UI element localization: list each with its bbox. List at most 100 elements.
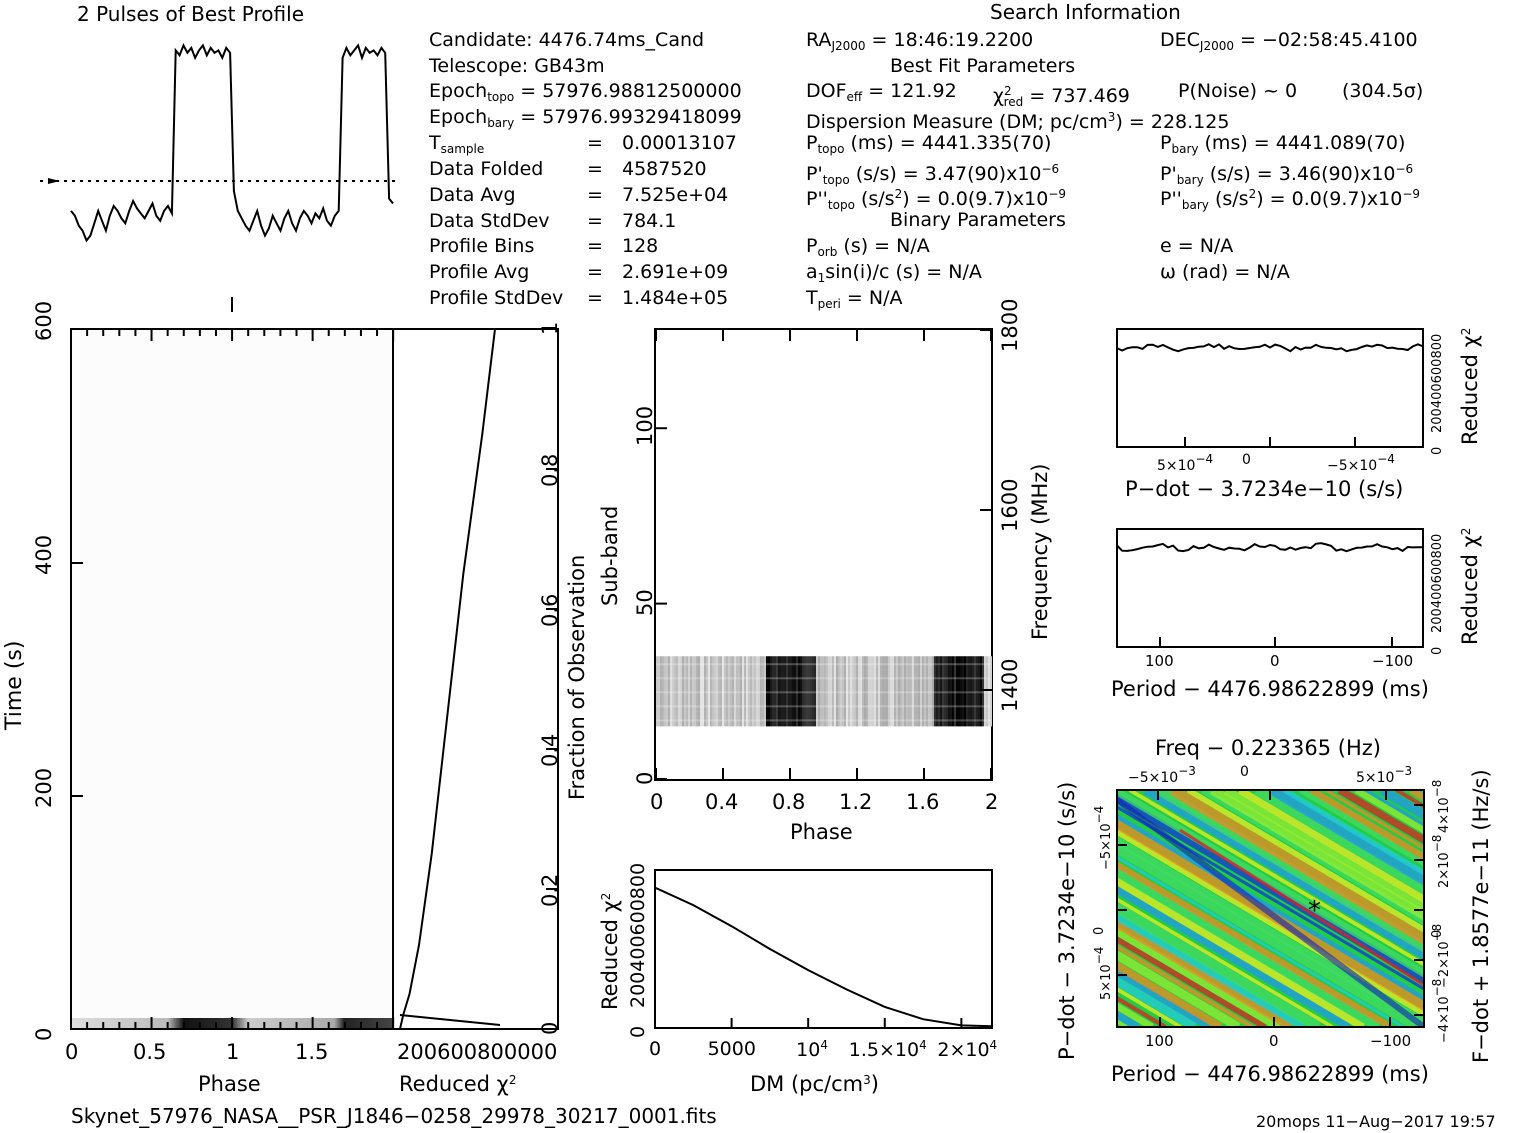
subband-column [756,656,758,727]
tsample-label: Tsample [429,132,484,160]
subband-column [822,656,824,727]
subband-column [680,656,682,727]
ppdot-stripe [1237,790,1424,904]
subband-column [890,656,892,727]
pbary-value: (ms) = 4441.089(70) [1198,132,1406,154]
dm-chi-xlabel-end: ) [870,1072,879,1096]
ppdot-stripe [1117,960,1223,1027]
subband-xlabel: Phase [790,820,853,844]
info-row-label: Data Folded [429,158,544,180]
subband-column [806,656,808,727]
profile-line [70,43,394,243]
porb-text: Porb (s) = N/A [806,235,930,263]
subband-column [894,656,896,727]
subband-column [946,656,948,727]
subband-column [700,656,702,727]
ppdot-stripe [1117,919,1293,1027]
subband-column [734,656,736,727]
subband-column [896,656,898,727]
ppdot-heatmap [1117,790,1424,1027]
ppdot-stripe [1117,968,1211,1027]
subband-column [988,656,990,727]
dm-chi-ylabel-sup: 2 [599,892,613,901]
subband-column [844,656,846,727]
subband-column [720,656,722,727]
subband-column [726,656,728,727]
pdtopo-label: P' [806,163,823,185]
subband-column [990,656,992,727]
subband-column [940,656,942,727]
ra-value: = 18:46:19.2200 [865,29,1034,51]
subband-column [758,656,760,727]
subband-column [834,656,836,727]
subband-column [674,656,676,727]
pddbary-value: (s/s [1208,188,1249,210]
subband-column [688,656,690,727]
profile-title: 2 Pulses of Best Profile [77,2,304,26]
chi-time-xlabel: Reduced χ2 [399,1072,516,1096]
subband-column [666,656,668,727]
pp-bottom-tick-label: −100 [1370,1032,1412,1050]
pdot-xtick-label: 5×10−4 [1157,452,1214,474]
tperi-value: = N/A [840,287,903,309]
dm-chi-curve [654,886,993,1028]
ppdot-stripe [1223,790,1424,913]
subband-column [742,656,744,727]
subband-column [900,656,902,727]
subband-column [748,656,750,727]
pdot-chi-panel [1116,328,1424,448]
subband-column [708,656,710,727]
ct-right-tick-label: 0.6 [538,593,562,627]
pp-left-tick-label: 5×10−4 [1092,946,1114,1000]
ppdot-stripe [1117,885,1351,1027]
subband-column [658,656,660,727]
subband-column [784,656,786,727]
subband-column [762,656,764,727]
subband-column [866,656,868,727]
ppdot-panel [1116,789,1425,1028]
subband-column [842,656,844,727]
telescope-text: Telescope: GB43m [429,55,605,77]
subband-column [808,656,810,727]
subband-column [938,656,940,727]
chi-time-xlabel-sup: 2 [508,1073,517,1087]
tp-xtick-label: 1.5 [295,1040,329,1064]
subband-column [804,656,806,727]
info-row-eq: = [587,261,603,284]
chi-time-curve [399,328,496,1030]
dm-value: ) = 228.125 [1115,111,1230,133]
info-row-label: Data Avg [429,183,516,206]
chi-label: χ [993,85,1004,107]
subband-column [690,656,692,727]
dm-chi-ylabel-text: Reduced χ [598,900,622,1010]
subband-column [656,656,658,727]
subband-column [824,656,826,727]
subband-column [662,656,664,727]
subband-column [838,656,840,727]
sigma-text: (304.5σ) [1342,80,1424,102]
tp-ytick-label: 600 [32,300,56,341]
pdbary-value: (s/s) = 3.46(90)x10 [1203,163,1396,185]
ptopo-label: P [806,132,818,154]
tperi-sub: peri [817,297,841,311]
subband-column [744,656,746,727]
ppdot-stripe [1117,842,1421,1027]
subband-column [826,656,828,727]
ppdot-stripe [1117,876,1366,1027]
fraction-axis-label: Fraction of Observation [565,554,589,800]
dm-chi-xlabel-text: DM (pc/cm [750,1072,864,1096]
subband-column [710,656,712,727]
tperi-text: Tperi = N/A [806,287,903,315]
pdbary-label: P' [1160,163,1177,185]
ppdot-stripe [1117,912,1306,1027]
ppdot-stripe [1354,790,1424,834]
subband-column [936,656,938,727]
pp-bottom-tick-label: 0 [1269,1032,1279,1050]
dec-label: DEC [1160,29,1200,51]
subband-column [794,656,796,727]
period-ytick0-label: 0 [1430,646,1445,655]
subband-column [724,656,726,727]
chi-sup: 2 [1003,84,1012,98]
period-chi-yticks: 200400600800 [1430,533,1445,633]
pbary-text: Pbary (ms) = 4441.089(70) [1160,132,1405,160]
